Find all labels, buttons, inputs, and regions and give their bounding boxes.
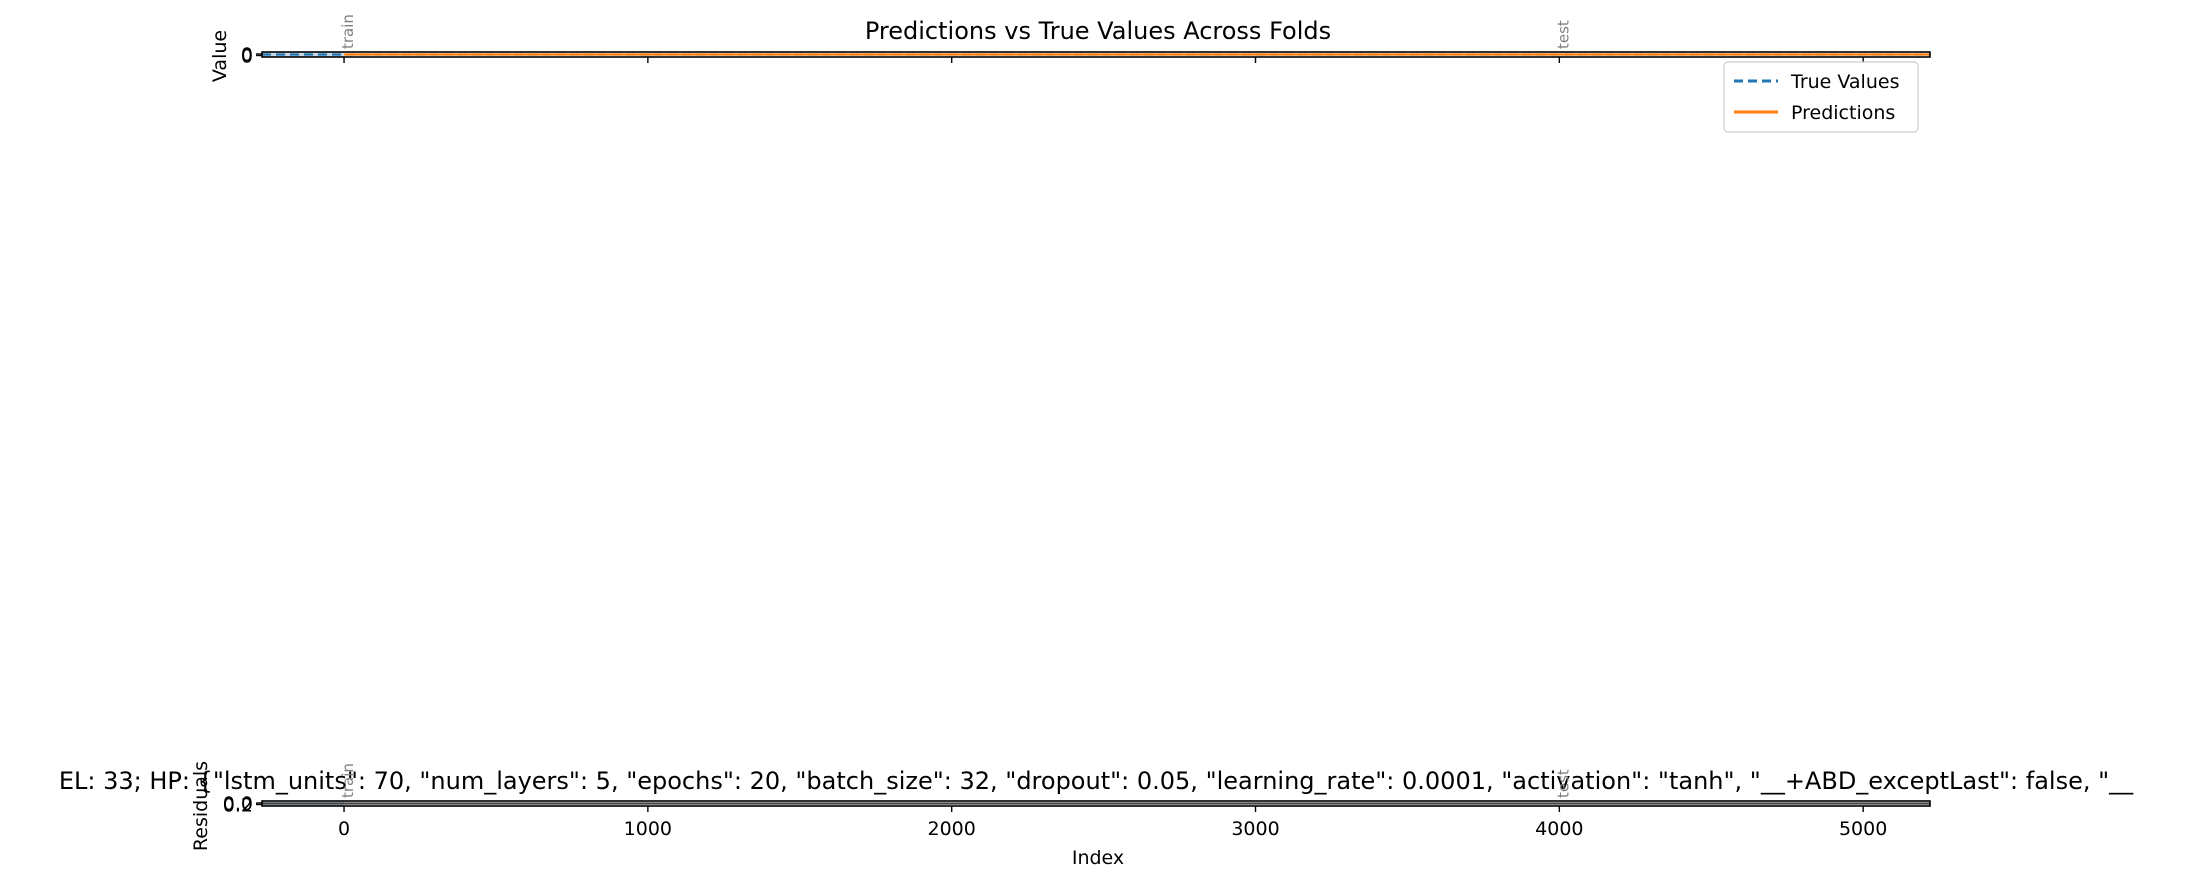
residuals-plot-area-frame [261,800,1931,807]
x-axis-label: Index [1072,847,1124,869]
fold-label-train: train [339,14,357,49]
fold-label-test: test [1554,20,1572,49]
x-tick-label: 4000 [1535,818,1583,840]
y-tick-label: 0 [241,44,253,66]
train-region-band [262,52,345,57]
x-tick-label: 3000 [1231,818,1279,840]
predictions-panel: Predictions vs True Values Across Folds … [209,14,1931,133]
chart-title: Predictions vs True Values Across Folds [865,17,1331,45]
x-tick-label: 1000 [624,818,672,840]
legend-box [1723,61,1919,133]
residuals-y-tick-labels: 0.00.2 [223,793,262,817]
residuals-y-axis-label: Residuals [190,761,212,851]
residuals-title: EL: 33; HP: {"lstm_units": 70, "num_laye… [59,767,2134,795]
legend-predictions-label: Predictions [1791,102,1895,124]
y-tick-label: 0 [241,46,253,68]
legend: True Values Predictions [1723,61,1919,133]
x-tick-label: 5000 [1839,818,1887,840]
residuals-fold-labels: train test [339,763,1572,798]
y-tick-labels: 00 [241,44,262,68]
y-axis-label: Value [209,30,231,82]
plot-area-frame [261,51,1931,58]
fold-label-train: train [339,763,357,798]
series-lines [262,52,1930,57]
residuals-series-lines [262,801,1930,806]
fold-labels: train test [339,14,1572,49]
legend-true-values-label: True Values [1790,71,1899,93]
y-tick-label: 0.2 [223,795,253,817]
x-tick-label: 2000 [928,818,976,840]
y-tick-label: 0.0 [223,793,253,815]
x-tick-marks [343,57,1864,63]
x-tick-marks-bottom: 0 1000 2000 3000 4000 5000 [338,806,1887,840]
x-tick-label: 0 [338,818,350,840]
residuals-panel: EL: 33; HP: {"lstm_units": 70, "num_laye… [59,761,2134,869]
fold-label-test: test [1554,769,1572,798]
